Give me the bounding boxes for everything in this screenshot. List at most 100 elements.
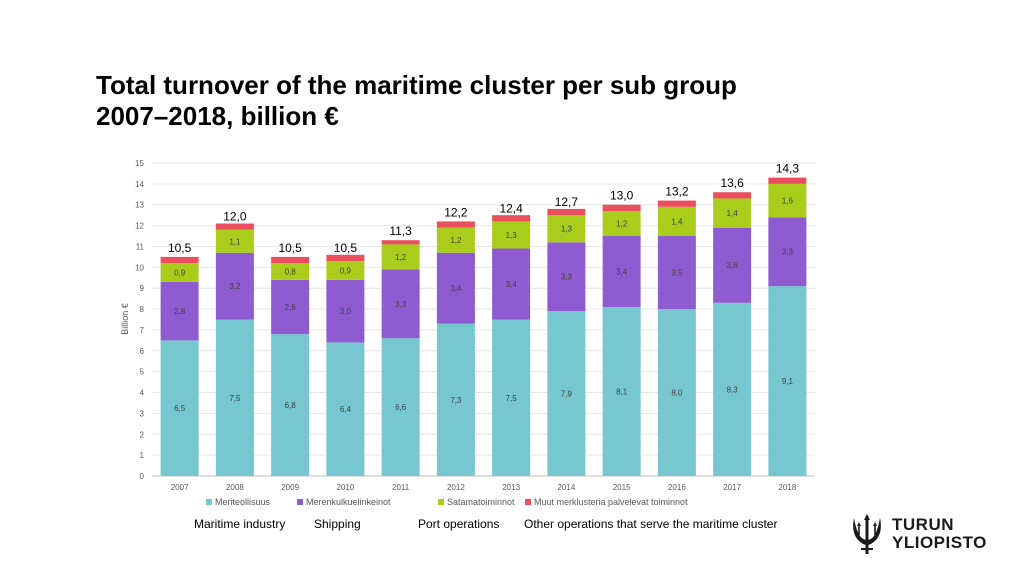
bar-segment (326, 279, 365, 343)
bar-segment (768, 177, 807, 184)
x-tick-label: 2011 (392, 483, 410, 492)
university-logo: TURUN YLIOPISTO (848, 514, 1018, 556)
legend-item: Muut merklusteria palvelevat toiminnot (525, 497, 688, 507)
bar-segment (713, 227, 752, 303)
bar-segment (713, 192, 752, 199)
page-title: Total turnover of the maritime cluster p… (96, 70, 737, 132)
bar-segment (713, 198, 752, 228)
bar-segment (326, 254, 365, 262)
segment-value-label: 3,4 (616, 268, 628, 277)
legend-swatch (525, 499, 531, 505)
segment-value-label: 6,5 (174, 404, 186, 413)
bar-segment (657, 236, 696, 310)
segment-value-label: 3,4 (506, 280, 518, 289)
x-tick-label: 2012 (447, 483, 465, 492)
bar-segment (547, 311, 586, 476)
bar-segment (492, 215, 531, 222)
segment-value-label: 1,4 (671, 217, 683, 226)
segment-value-label: 3,3 (395, 300, 407, 309)
segment-value-label: 1,2 (450, 236, 462, 245)
english-label-port-operations: Port operations (418, 517, 500, 531)
segment-value-label: 0,9 (340, 266, 352, 275)
x-tick-label: 2015 (613, 483, 631, 492)
bar-segment (768, 183, 807, 218)
x-tick-label: 2018 (778, 483, 796, 492)
bar-group-2013: 7,5 3,4 1,3 12,4 (492, 201, 531, 476)
bar-segment (271, 334, 310, 476)
bar-segment (326, 261, 365, 280)
bar-segment (657, 200, 696, 207)
bar-segment (547, 242, 586, 312)
segment-value-label: 3,5 (671, 269, 683, 278)
bar-segment (602, 204, 641, 211)
y-tick-label: 8 (140, 305, 145, 314)
logo-wordmark: TURUN YLIOPISTO (892, 516, 987, 552)
bar-segment (492, 319, 531, 476)
legend-label: Satamatoiminnot (447, 497, 515, 507)
x-tick-label: 2009 (281, 483, 299, 492)
bar-segment (547, 208, 586, 216)
bar-group-2009: 6,8 2,6 0,8 10,5 (271, 241, 310, 476)
legend-swatch (297, 499, 303, 505)
bar-segment (160, 340, 199, 476)
bar-segment (768, 217, 807, 287)
total-value-label: 12,4 (499, 201, 523, 215)
english-label-maritime-industry: Maritime industry (194, 517, 286, 531)
segment-value-label: 9,1 (782, 377, 794, 386)
bar-segment (271, 279, 310, 335)
total-value-label: 12,0 (223, 210, 247, 224)
segment-value-label: 2,6 (285, 303, 297, 312)
y-tick-label: 7 (140, 326, 145, 335)
total-value-label: 10,5 (278, 241, 302, 255)
segment-value-label: 8,1 (616, 387, 628, 396)
segment-value-label: 6,6 (395, 403, 407, 412)
segment-value-label: 6,4 (340, 405, 352, 414)
total-value-label: 12,7 (555, 195, 579, 209)
y-tick-label: 5 (140, 368, 145, 377)
english-legend-labels: Maritime industry Shipping Port operatio… (0, 517, 1024, 533)
bar-segment (492, 221, 531, 249)
x-tick-label: 2007 (171, 483, 189, 492)
bar-segment (602, 210, 641, 237)
x-tick-label: 2008 (226, 483, 244, 492)
segment-value-label: 1,3 (506, 231, 518, 240)
bar-segment (271, 256, 310, 264)
title-line-1: Total turnover of the maritime cluster p… (96, 70, 737, 100)
x-tick-label: 2014 (557, 483, 575, 492)
segment-value-label: 2,8 (174, 307, 186, 316)
bar-segment (657, 206, 696, 237)
segment-value-label: 3,0 (340, 307, 352, 316)
bar-segment (436, 221, 475, 228)
bar-segment (713, 302, 752, 476)
segment-value-label: 8,0 (671, 389, 683, 398)
y-tick-label: 2 (140, 430, 145, 439)
bar-segment (381, 244, 420, 270)
total-value-label: 14,3 (776, 162, 800, 176)
legend-item: Merenkulkuelinkeinot (297, 497, 391, 507)
segment-value-label: 0,8 (285, 268, 297, 277)
bar-segment (436, 252, 475, 324)
title-line-2: 2007–2018, billion € (96, 101, 339, 131)
y-tick-label: 11 (136, 242, 145, 251)
bar-segment (215, 252, 254, 320)
segment-value-label: 7,5 (229, 394, 241, 403)
bar-group-2018: 9,1 3,3 1,6 14,3 (768, 162, 807, 476)
bar-group-2014: 7,9 3,3 1,3 12,7 (547, 195, 586, 476)
bar-segment (326, 342, 365, 476)
segment-value-label: 8,3 (727, 385, 739, 394)
bar-segment (547, 215, 586, 243)
x-tick-label: 2016 (668, 483, 686, 492)
segment-value-label: 1,4 (727, 209, 739, 218)
segment-value-label: 6,8 (285, 401, 297, 410)
segment-value-label: 3,2 (229, 282, 241, 291)
legend-label: Merenkulkuelinkeinot (306, 497, 391, 507)
english-label-other-operations: Other operations that serve the maritime… (524, 517, 778, 531)
bar-segment (215, 223, 254, 230)
y-tick-label: 0 (140, 472, 145, 481)
legend-swatch (206, 499, 212, 505)
x-tick-label: 2013 (502, 483, 520, 492)
y-tick-label: 1 (140, 451, 145, 460)
bar-segment (768, 286, 807, 476)
bar-segment (160, 263, 199, 282)
bar-group-2010: 6,4 3,0 0,9 10,5 (326, 241, 365, 476)
